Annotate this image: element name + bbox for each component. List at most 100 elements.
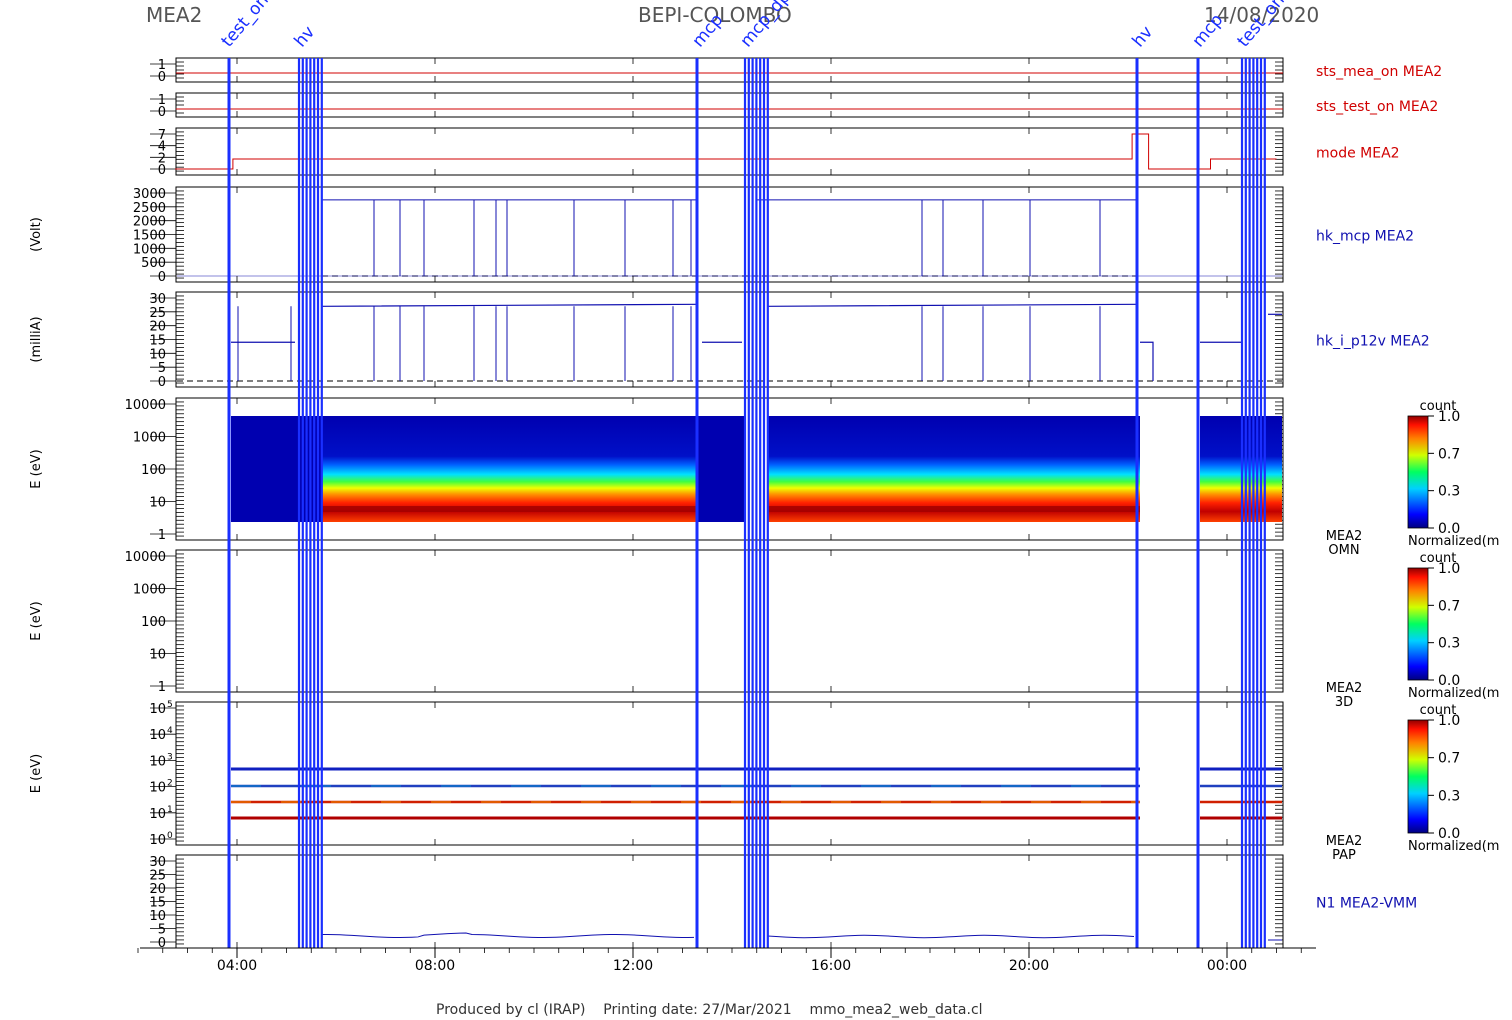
panel-frame [175, 701, 1284, 846]
y-tick-label: 20 [149, 320, 166, 335]
event-label: hv [291, 22, 320, 51]
y-tick-label: 0 [158, 163, 166, 178]
y-tick-label: 1000 [133, 583, 166, 598]
mission-title: BEPI-COLOMBO [638, 3, 792, 27]
colorbar-tick-label: 0.7 [1438, 598, 1460, 614]
colorbar-tick-label: 0.0 [1438, 826, 1460, 842]
y-axis-label: E (eV) [29, 449, 44, 488]
colorbar-tick-label: 0.3 [1438, 636, 1460, 652]
colorbar-tick-label: 1.0 [1438, 409, 1460, 425]
panel-frame [175, 549, 1284, 693]
omn-spectrogram-block [768, 416, 1140, 522]
colorbar [1407, 719, 1429, 834]
y-tick-label: 10000 [125, 398, 166, 413]
y-tick-label: 1 [158, 680, 166, 695]
y-tick-label: 4 [158, 140, 166, 155]
colorbar-title: count [1420, 551, 1457, 566]
y-tick-label: 100 [141, 615, 166, 630]
colorbars: count1.00.70.30.0Normalized(mcount1.00.7… [1407, 399, 1499, 854]
y-tick-label: 0 [158, 270, 166, 285]
x-tick-label: 00:00 [1207, 958, 1247, 974]
colorbar-title: count [1420, 703, 1457, 718]
x-tick-label: 20:00 [1009, 958, 1049, 974]
colorbar-tick-label: 0.7 [1438, 446, 1460, 462]
y-tick-label: 3000 [133, 187, 166, 202]
y-axis-label: E (eV) [29, 601, 44, 640]
y-tick-label: 30 [149, 292, 166, 307]
colorbar-label: Normalized(m [1408, 839, 1499, 854]
y-tick-label: 1500 [133, 229, 166, 244]
colorbar [1407, 415, 1429, 529]
y-tick-label: 10 [149, 648, 166, 663]
omn-spectrogram-stripe [768, 506, 1140, 512]
y-tick-label: 10 [149, 496, 166, 511]
y-axis-label: E (eV) [29, 754, 44, 793]
colorbar-tick-label: 1.0 [1438, 713, 1460, 729]
y-tick-label: 10 [149, 754, 166, 769]
y-tick-label: 5 [158, 361, 166, 376]
x-tick-label: 16:00 [811, 958, 851, 974]
y-tick-label: 2 [158, 151, 166, 166]
time-axis: 04:00 08:00 12:00 16:00 20:00 00:00 [137, 58, 1316, 974]
y-tick-label: 30 [149, 855, 166, 870]
colorbar [1407, 567, 1429, 681]
y-tick-label: 10 [149, 909, 166, 924]
y-tick-label: 10 [149, 347, 166, 362]
spectrogram-label: MEA2 [1326, 529, 1363, 544]
y-tick-label: 10000 [125, 550, 166, 565]
y-tick-exponent: 2 [167, 779, 173, 789]
omn-spectrogram-block [231, 416, 322, 522]
panel-frame [175, 854, 1284, 949]
spectrogram-label: MEA2 [1326, 681, 1363, 696]
series-label: hk_mcp MEA2 [1316, 229, 1414, 245]
y-tick-label: 500 [141, 256, 166, 271]
y-tick-label: 1 [158, 58, 166, 73]
y-axis-label: (Volt) [29, 217, 44, 252]
colorbar-title: count [1420, 399, 1457, 414]
colorbar-tick-label: 0.3 [1438, 484, 1460, 500]
spectrogram-label: OMN [1328, 543, 1359, 558]
y-tick-exponent: 1 [167, 805, 173, 815]
series-label: hk_i_p12v MEA2 [1316, 334, 1430, 350]
y-tick-label: 15 [149, 334, 166, 349]
plot-date: 14/08/2020 [1204, 3, 1319, 27]
spectrogram-label: MEA2 [1326, 834, 1363, 849]
y-tick-label: 10 [149, 807, 166, 822]
series-label: sts_mea_on MEA2 [1316, 64, 1442, 80]
y-tick-label: 2000 [133, 215, 166, 230]
y-tick-label: 25 [149, 306, 166, 321]
event-label: hv [1129, 22, 1158, 51]
event-label: test_on [218, 0, 273, 51]
y-tick-label: 10 [149, 702, 166, 717]
colorbar-tick-label: 0.0 [1438, 673, 1460, 689]
y-tick-label: 0 [158, 936, 166, 951]
y-axis-label: (milliA) [29, 316, 44, 362]
panel-frame [175, 57, 1284, 83]
y-tick-label: 1000 [133, 242, 166, 257]
spectrogram-label: PAP [1332, 848, 1356, 863]
instrument-title: MEA2 [146, 3, 202, 27]
y-tick-label: 1 [158, 93, 166, 108]
omn-spectrogram-block [697, 416, 745, 522]
colorbar-label: Normalized(m [1408, 534, 1499, 549]
y-tick-label: 7 [158, 128, 166, 143]
panel-frame [175, 186, 1284, 283]
series-label: mode MEA2 [1316, 146, 1400, 162]
y-tick-label: 10 [149, 781, 166, 796]
y-tick-label: 1000 [133, 431, 166, 446]
colorbar-tick-label: 0.7 [1438, 751, 1460, 767]
y-tick-label: 100 [141, 463, 166, 478]
panel-frame [175, 127, 1284, 176]
series-label: sts_test_on MEA2 [1316, 99, 1438, 115]
omn-spectrogram-stripe [322, 506, 697, 512]
x-tick-label: 08:00 [415, 958, 455, 974]
x-tick-label: 04:00 [217, 958, 257, 974]
y-tick-label: 5 [158, 923, 166, 938]
panels: 1010742030002500200015001000500030252015… [125, 57, 1284, 951]
y-tick-label: 10 [149, 728, 166, 743]
y-tick-label: 15 [149, 896, 166, 911]
series-label: N1 MEA2-VMM [1316, 896, 1417, 912]
panel-labels: sts_mea_on MEA2 sts_test_on MEA2 mode MEA2… [29, 64, 1442, 912]
n1-trace [321, 932, 1282, 941]
